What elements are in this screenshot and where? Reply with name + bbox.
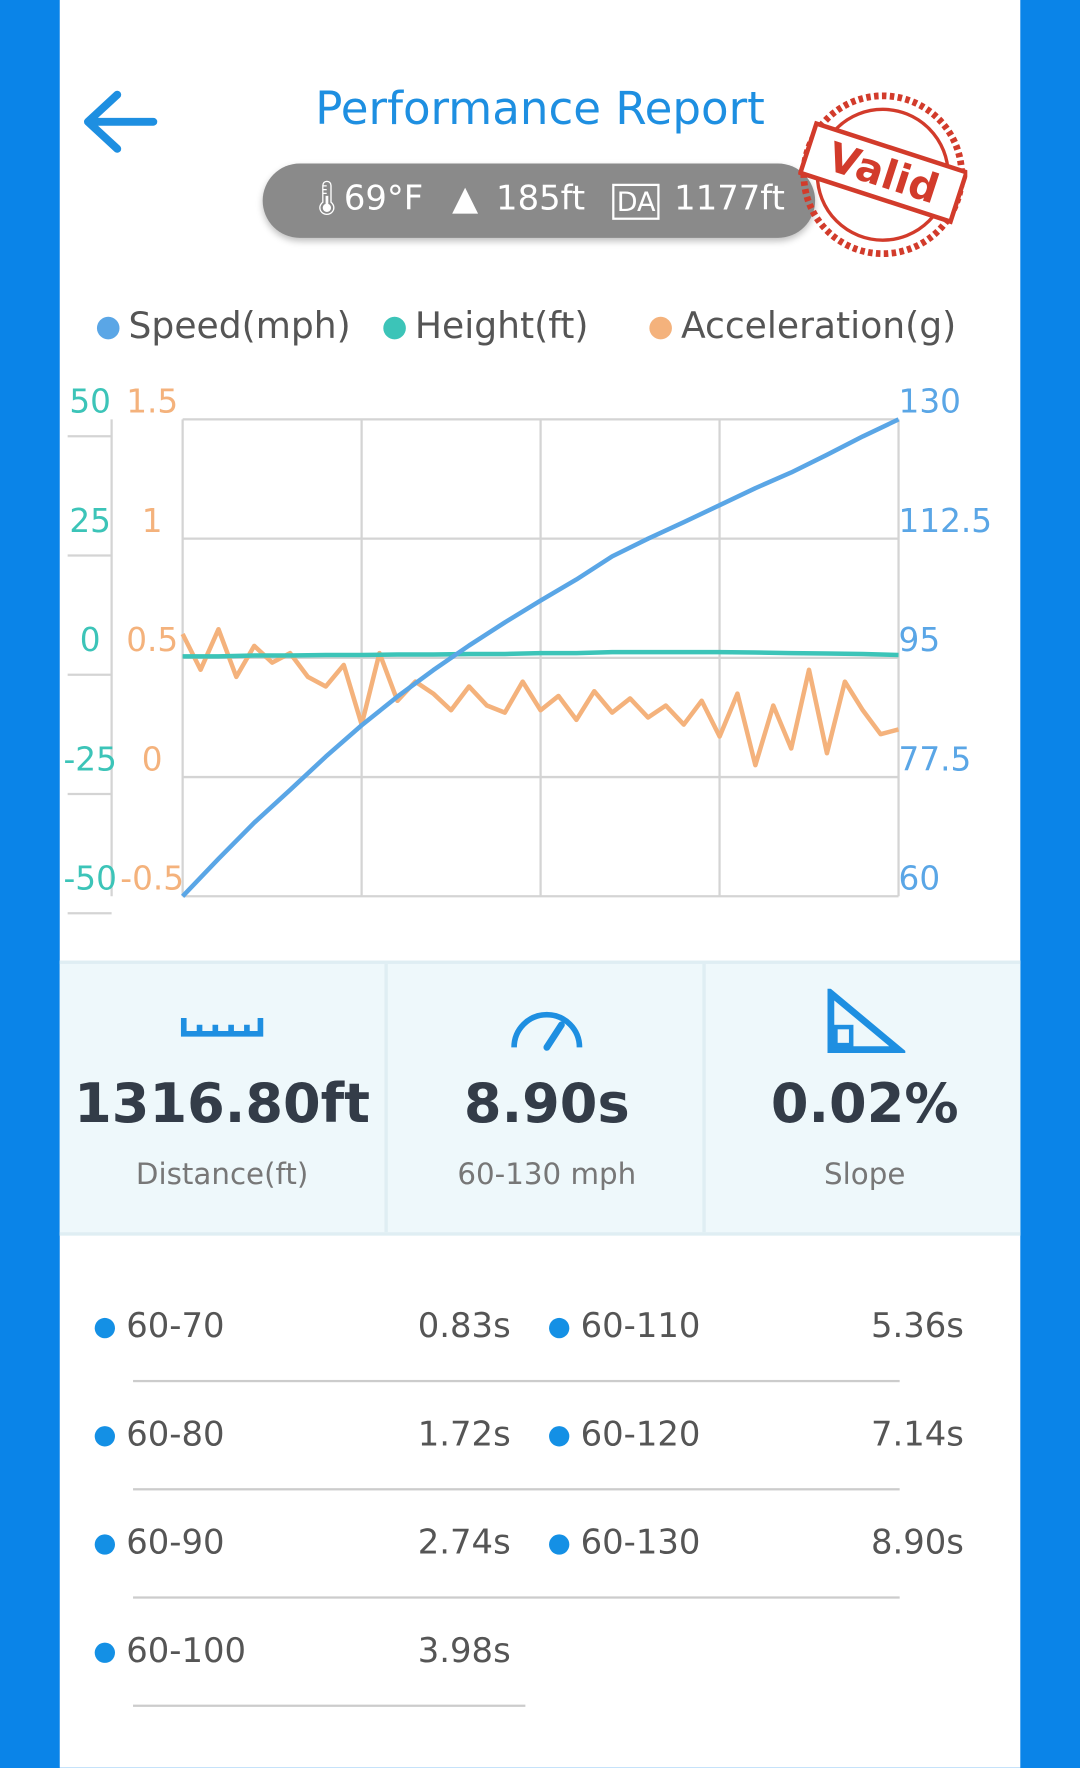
summary-icon (60, 1009, 385, 1047)
split-range: 60-80 (126, 1414, 225, 1455)
split-time: 0.83s (417, 1306, 511, 1347)
summary-label: Distance(ft) (135, 1157, 309, 1192)
legend-swatch (96, 316, 120, 340)
temperature: 69°F (343, 179, 424, 219)
summary-icon (388, 998, 706, 1059)
split-range: 60-100 (126, 1631, 247, 1671)
y2-tick-label: 130 (899, 383, 961, 421)
split-time: 8.90s (870, 1523, 964, 1563)
summary-label: Slope (824, 1157, 906, 1192)
legend-item: Acceleration(g) (649, 304, 956, 347)
chart: -50 -25 0 25 50 -0.5 0 0.5 1 1.5 60 77.5 95 112.5 130 (63, 383, 993, 915)
series-line (182, 649, 899, 659)
split-dot (549, 1317, 570, 1339)
split-range: 60-120 (580, 1414, 701, 1455)
split-time: 7.14s (870, 1414, 964, 1455)
legend-label: Acceleration(g) (680, 304, 957, 348)
y2-tick-label: 60 (899, 859, 941, 897)
title: Performance Report (315, 83, 765, 136)
split-divider (133, 1596, 900, 1599)
split-time: 1.72s (417, 1414, 511, 1455)
y-tick-label: 0 (80, 621, 101, 659)
split-range: 60-130 (580, 1523, 701, 1563)
legend-label: Speed(mph) (128, 304, 351, 348)
legend-item: Speed(mph) (96, 304, 351, 348)
legend-swatch (649, 316, 672, 340)
split-time: 2.74s (417, 1523, 511, 1563)
split-divider (133, 1488, 900, 1491)
summary-cell: 8.90s 60-130 mph (384, 963, 706, 1233)
y-tick-label: 25 (69, 502, 111, 540)
split-time: 5.36s (870, 1306, 964, 1347)
y2-tick-label: 95 (899, 621, 941, 659)
da-badge: DA (612, 183, 661, 220)
split-range: 60-90 (126, 1523, 225, 1563)
back-button[interactable] (81, 88, 160, 156)
y-tick-label: -50 (63, 859, 116, 897)
summary-icon (706, 986, 1024, 1061)
summary-label: 60-130 mph (457, 1157, 637, 1192)
split-dot (94, 1426, 115, 1447)
split-dot (94, 1534, 115, 1555)
y3-tick-label: -0.5 (120, 859, 184, 897)
y-tick-label: 50 (69, 383, 111, 421)
conditions: 🌡 69°F ▲ 185ft DA 1177ft (262, 163, 816, 238)
split-range: 60-70 (126, 1306, 225, 1347)
y3-tick-label: 1.5 (126, 383, 178, 421)
y2-tick-label: 77.5 (899, 740, 972, 778)
legend-swatch (383, 316, 406, 340)
split-time: 3.98s (417, 1631, 511, 1671)
split-divider (133, 1379, 900, 1383)
summary-cell: 0.02% Slope (702, 963, 1024, 1233)
summary-value: 1316.80ft (74, 1072, 371, 1136)
y-tick-label: -25 (63, 740, 116, 778)
elevation-icon: ▲ (452, 179, 479, 219)
legend-label: Height(ft) (414, 304, 589, 348)
summary-value: 0.02% (770, 1072, 959, 1136)
summary-cell: 1316.80ft Distance(ft) (60, 964, 385, 1232)
split-dot (94, 1317, 115, 1339)
series-line (181, 417, 900, 898)
legend-item: Height(ft) (383, 304, 589, 348)
split-dot (549, 1534, 570, 1555)
split-dot (94, 1642, 115, 1663)
y3-tick-label: 0 (142, 740, 163, 778)
summary-value: 8.90s (463, 1072, 630, 1136)
density-altitude: 1177ft (674, 179, 785, 219)
split-divider (133, 1704, 526, 1707)
summary-panel: 1316.80ft Distance(ft) 8.90s 60-130 mph 0.02… (59, 960, 1024, 1236)
series-line (180, 626, 900, 768)
temperature-icon: 🌡 (305, 179, 349, 219)
split-range: 60-110 (580, 1306, 701, 1347)
split-dot (549, 1426, 570, 1447)
y3-tick-label: 1 (142, 502, 163, 540)
y2-tick-label: 112.5 (899, 502, 993, 540)
elevation: 185ft (496, 179, 586, 219)
valid-stamp: Valid (798, 92, 968, 258)
y3-tick-label: 0.5 (126, 621, 178, 659)
